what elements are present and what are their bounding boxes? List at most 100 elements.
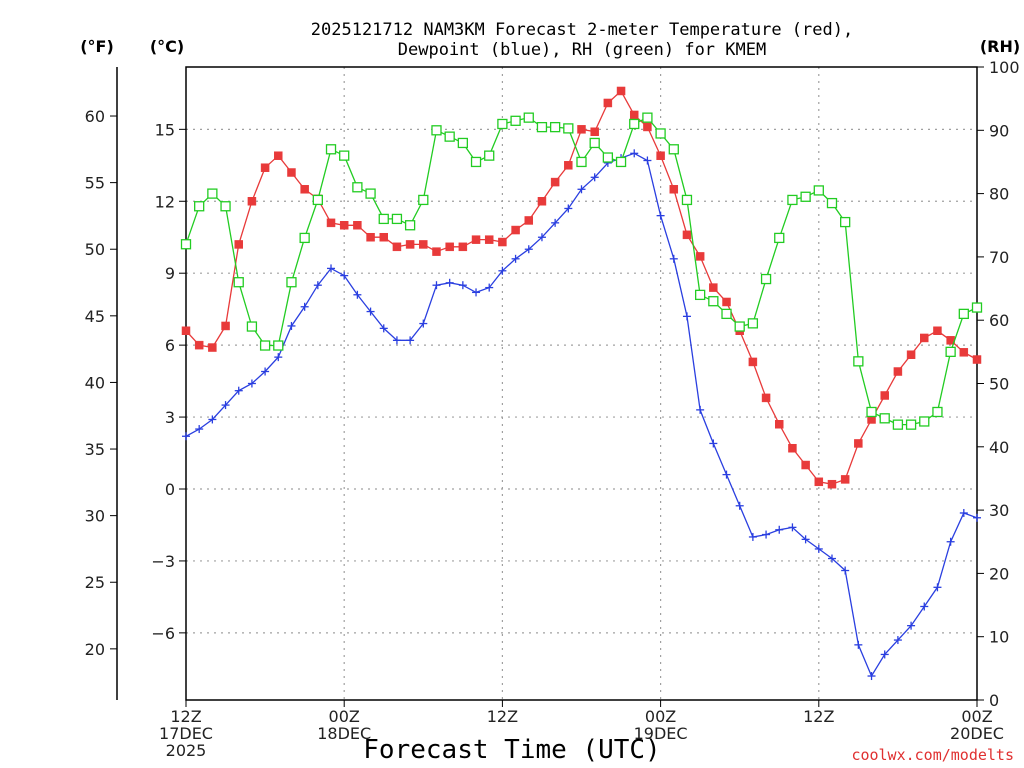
dewpoint-point (366, 307, 375, 316)
dewpoint-point (564, 204, 573, 213)
x-tick-label-line: 2025 (166, 741, 207, 760)
temperature-point (840, 475, 850, 484)
rh-point (497, 118, 508, 130)
temperature-point (445, 242, 454, 252)
rh-point (734, 321, 745, 332)
rh-point (312, 194, 323, 206)
fahrenheit-tick-label: 35 (85, 440, 105, 459)
dewpoint-point (182, 432, 190, 441)
temperature-point (405, 240, 415, 249)
rh-tick-label: 10 (989, 628, 1009, 647)
rh-point (273, 340, 284, 351)
temperature-point (629, 110, 639, 120)
dewpoint-point (551, 218, 560, 227)
fahrenheit-tick-label: 50 (85, 240, 105, 259)
rh-point (668, 144, 679, 155)
rh-point (905, 419, 917, 430)
dewpoint-point (867, 672, 876, 681)
rh-tick-label: 70 (989, 248, 1009, 267)
x-axis-title: Forecast Time (UTC) (363, 735, 660, 765)
dewpoint-point (432, 281, 441, 290)
rh-unit-label: (RH) (980, 37, 1020, 56)
temperature-point (801, 460, 810, 470)
x-tick-label-line: 19DEC (634, 724, 688, 743)
rh-tick-label: 50 (989, 375, 1009, 394)
temperature-point (788, 443, 797, 453)
dewpoint-point (327, 264, 336, 273)
dewpoint-point (722, 470, 731, 479)
rh-point (510, 115, 521, 126)
temperature-point (471, 235, 481, 244)
temperature-point (260, 163, 270, 172)
dewpoint-point (485, 283, 494, 292)
rh-point (629, 118, 640, 130)
temperature-point (722, 297, 731, 307)
rh-point (971, 302, 983, 313)
x-tick-label: 12Z (803, 707, 834, 726)
dewpoint-point (458, 281, 467, 290)
rh-point (457, 137, 469, 149)
x-tick-label-line: 12Z (487, 707, 518, 726)
temperature-point (761, 393, 771, 403)
temperature-point (920, 333, 929, 343)
dewpoint-point (590, 173, 599, 182)
celsius-tick-label: 15 (155, 120, 175, 139)
rh-point (919, 416, 930, 427)
rh-point (325, 144, 337, 155)
temperature-point (564, 161, 573, 170)
fahrenheit-tick-label: 25 (85, 573, 105, 592)
rh-point (259, 340, 271, 351)
dewpoint-point (274, 353, 283, 362)
dewpoint-point (880, 650, 889, 659)
rh-point (800, 191, 811, 202)
rh-point (431, 125, 442, 136)
x-tick-label-line: 00Z (329, 707, 360, 726)
dewpoint-point (392, 336, 401, 345)
rh-point (813, 185, 824, 196)
dewpoint-point (959, 508, 968, 517)
temperature-point (392, 242, 402, 252)
temperature-point (234, 240, 243, 249)
dewpoint-point (854, 640, 863, 649)
temperature-point (682, 230, 692, 240)
credit-label: coolwx.com/modelts (851, 746, 1014, 764)
dewpoint-point (419, 319, 428, 328)
x-tick-label: 00Z 19DEC (634, 707, 688, 743)
temperature-point (577, 125, 586, 134)
rh-point (708, 296, 719, 307)
temperature-point (603, 98, 613, 108)
temperature-point (880, 391, 889, 400)
rh-point (339, 150, 350, 161)
temperature-point (590, 127, 599, 136)
rh-tick-label: 40 (989, 438, 1009, 457)
dewpoint-point (669, 254, 678, 263)
dewpoint-point (801, 535, 810, 544)
temperature-point (854, 439, 863, 448)
temperature-line (185, 89, 978, 485)
chart-title-line1: 2025121712 NAM3KM Forecast 2-meter Tempe… (311, 20, 853, 40)
temperature-point (537, 197, 547, 206)
dewpoint-point (841, 566, 850, 575)
rh-point (695, 289, 706, 301)
temperature-point (498, 237, 507, 247)
rh-point (576, 156, 587, 168)
dewpoint-point (735, 501, 744, 510)
temperature-point (366, 232, 375, 242)
rh-point (642, 112, 653, 123)
temperature-point (484, 235, 494, 244)
dewpoint-point (234, 386, 243, 395)
temperature-point (775, 420, 784, 429)
rh-point (826, 197, 838, 209)
dewpoint-point (682, 312, 691, 321)
rh-point (536, 121, 548, 133)
temperature-point (419, 240, 428, 249)
fahrenheit-unit-label: (°F) (80, 37, 114, 56)
dewpoint-point (261, 367, 270, 376)
rh-point (958, 308, 969, 320)
dewpoint-point (221, 401, 230, 410)
x-tick-label: 00Z 18DEC (317, 707, 371, 743)
rh-point (932, 406, 943, 418)
temperature-point (669, 185, 679, 194)
dewpoint-point (406, 336, 415, 345)
temperature-point (893, 367, 903, 376)
